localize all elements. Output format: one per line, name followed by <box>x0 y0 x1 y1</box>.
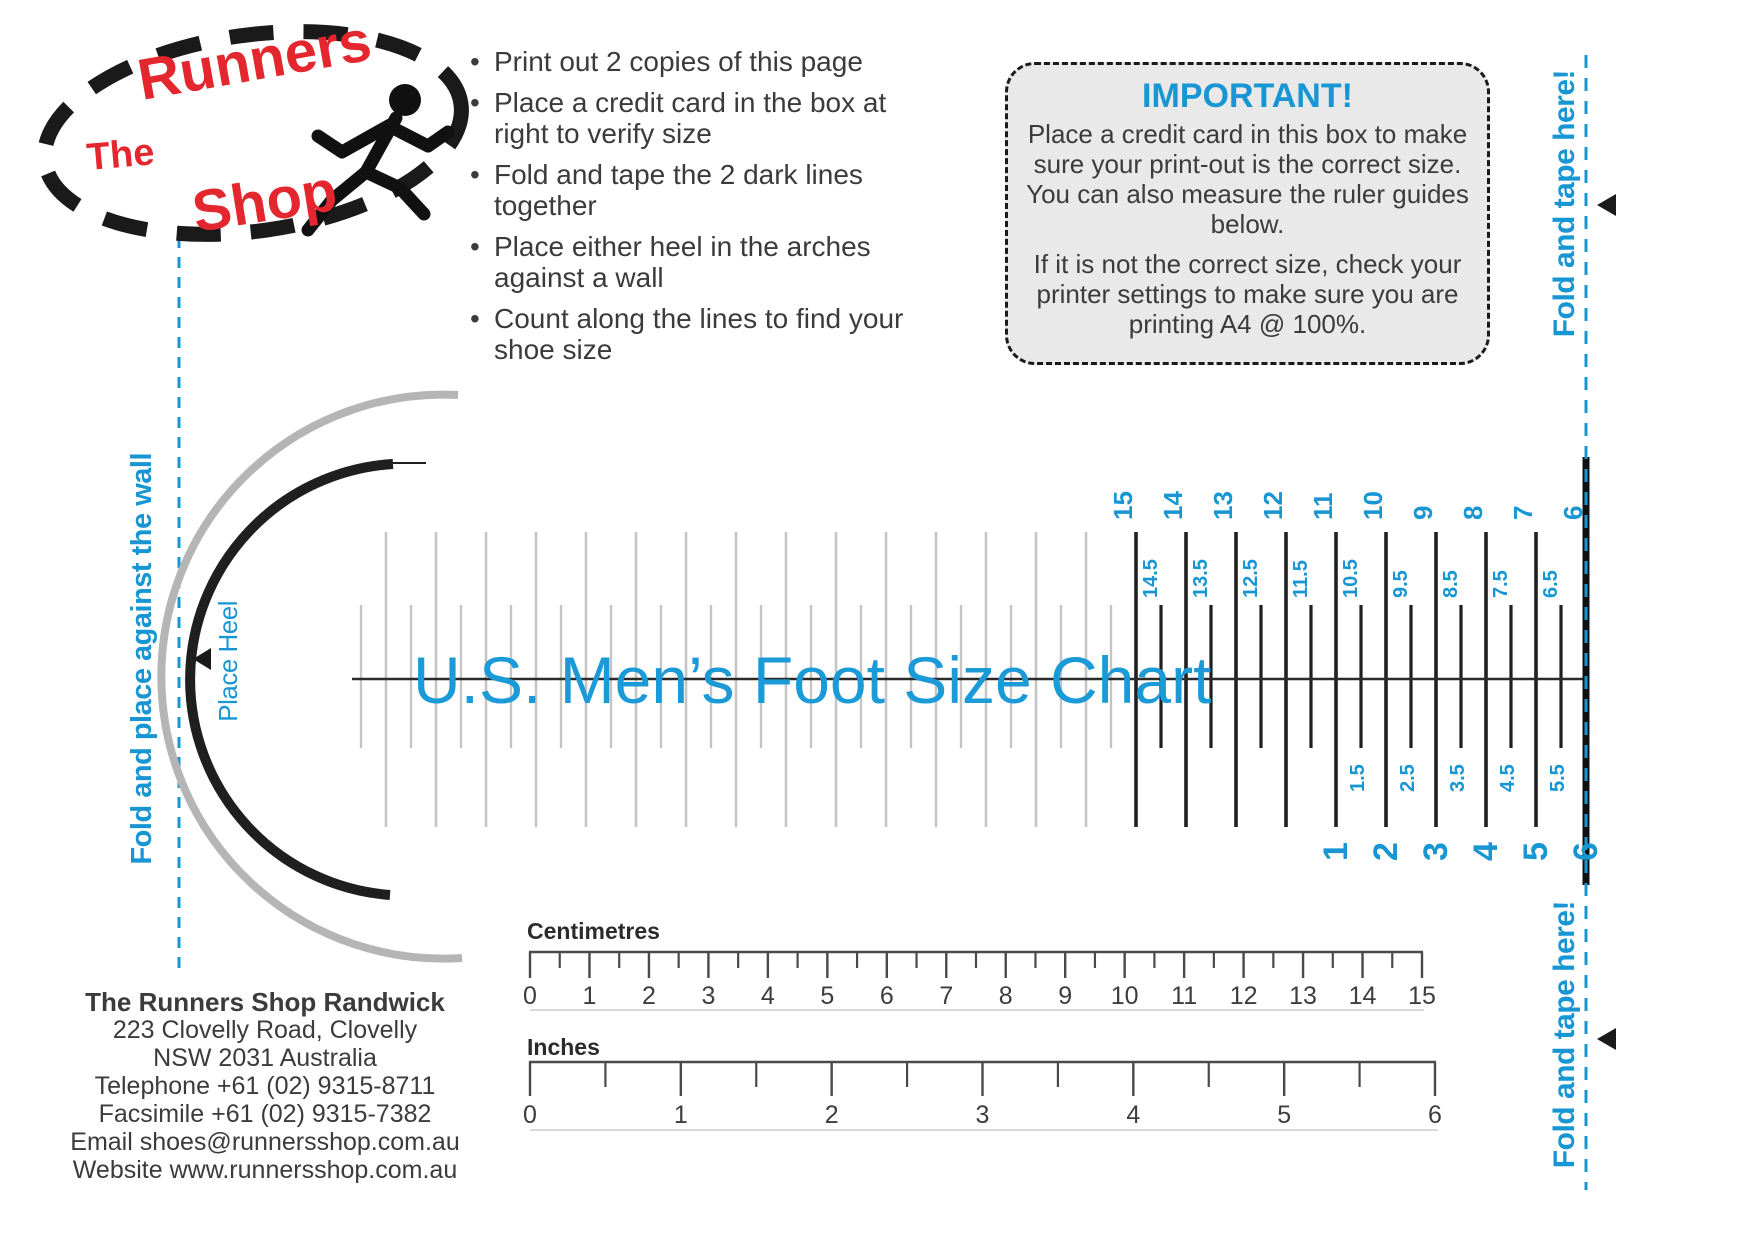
ruler-tick-label: 0 <box>523 1101 537 1129</box>
size-label: 10 <box>1358 491 1388 520</box>
ruler-tick-label: 4 <box>761 982 775 1010</box>
size-label: 13 <box>1208 491 1238 520</box>
size-label: 9.5 <box>1390 570 1412 598</box>
size-labels: 15 14 13 12 11 10 9 8 7 614.5 13.5 12.5 11.5 10.5 9.5 8… <box>1108 491 1605 861</box>
ruler-tick-label: 11 <box>1171 982 1197 1010</box>
shoe-print-outline-icon <box>37 24 469 242</box>
size-label: 12 <box>1258 491 1288 520</box>
instruction-item: Print out 2 copies of this page <box>470 46 940 77</box>
fold-arrow-icon-top <box>1597 194 1616 216</box>
fold-arrow-icon-bottom <box>1597 1028 1616 1050</box>
centimetres-ruler-label: Centimetres <box>527 918 660 944</box>
ruler-tick-label: 8 <box>999 982 1013 1010</box>
ruler-tick-label: 10 <box>1111 982 1139 1010</box>
ruler-tick-label: 13 <box>1289 982 1317 1010</box>
arrows <box>193 194 1616 1050</box>
size-label: 9 <box>1408 506 1438 520</box>
runners-shop-logo: The Runners Shop <box>37 8 469 245</box>
instruction-item: Place either heel in the arches against … <box>470 231 940 293</box>
size-label: 14 <box>1158 491 1188 520</box>
heel-arch-outer <box>157 390 463 963</box>
size-label: 5 <box>1517 842 1555 861</box>
size-label: 1 <box>1317 842 1355 861</box>
ruler-tick-label: 14 <box>1349 982 1377 1010</box>
instruction-item: Count along the lines to find your shoe … <box>470 303 940 365</box>
size-label: 3 <box>1417 842 1455 861</box>
inches-ruler: 0 1 2 3 4 5 6 <box>523 1060 1442 1131</box>
size-label: 10.5 <box>1340 559 1362 598</box>
important-title: IMPORTANT! <box>1142 77 1353 115</box>
ruler-tick-label: 3 <box>976 1101 990 1129</box>
address-line: Website www.runnersshop.com.au <box>72 1156 458 1184</box>
ruler-tick-label: 7 <box>939 982 953 1010</box>
ruler-tick-label: 5 <box>820 982 834 1010</box>
ruler-tick-label: 4 <box>1126 1101 1140 1129</box>
important-paragraph: Place a credit card in this box to make … <box>1026 119 1469 239</box>
size-label: 13.5 <box>1190 559 1212 598</box>
size-label: 6 <box>1558 506 1588 520</box>
ruler-tick-label: 2 <box>642 982 656 1010</box>
important-box: IMPORTANT! Place a credit card in this b… <box>1005 62 1490 365</box>
store-address-block: The Runners Shop Randwick 223 Clovelly R… <box>55 988 475 1184</box>
ruler-tick-label: 6 <box>880 982 894 1010</box>
fold-tape-label-top: Fold and tape here! <box>1548 70 1581 338</box>
place-heel-label: Place Heel <box>213 601 243 722</box>
ruler-tick-label: 9 <box>1058 982 1072 1010</box>
heel-arrow-icon <box>193 648 211 670</box>
running-man-icon <box>301 84 455 237</box>
store-name: The Runners Shop Randwick <box>85 987 445 1017</box>
important-paragraph: If it is not the correct size, check you… <box>1033 249 1462 339</box>
size-label: 4 <box>1467 842 1505 861</box>
address-line: Telephone +61 (02) 9315-8711 <box>94 1072 436 1100</box>
ruler-tick-label: 15 <box>1408 982 1436 1010</box>
size-label: 5.5 <box>1547 764 1569 792</box>
centimetres-ruler: 0 1 2 3 4 5 6 7 8 9 10 11 12 13 14 15 <box>523 950 1436 1011</box>
ruler-tick-label: 1 <box>583 982 597 1010</box>
size-label: 3.5 <box>1447 764 1469 792</box>
heel-arch-inner <box>185 459 394 900</box>
size-label: 2 <box>1367 842 1405 861</box>
size-label: 2.5 <box>1397 764 1419 792</box>
instruction-item: Fold and tape the 2 dark lines together <box>470 159 940 221</box>
size-label: 7 <box>1508 506 1538 520</box>
size-label: 11 <box>1308 493 1338 521</box>
size-label: 15 <box>1108 491 1138 520</box>
address-line: Facsimile +61 (02) 9315-7382 <box>98 1100 432 1128</box>
size-label: 12.5 <box>1240 559 1262 598</box>
size-label: 8 <box>1458 506 1488 520</box>
address-line: NSW 2031 Australia <box>153 1044 377 1072</box>
ruler-tick-label: 12 <box>1230 982 1258 1010</box>
ruler-tick-label: 2 <box>825 1101 839 1129</box>
size-label: 6 <box>1567 842 1605 861</box>
ruler-tick-label: 5 <box>1277 1101 1291 1129</box>
logo-word-shop: Shop <box>188 158 341 245</box>
size-label: 8.5 <box>1440 570 1462 598</box>
logo-word-runners: Runners <box>133 8 376 113</box>
size-lines <box>352 532 1586 827</box>
size-label: 4.5 <box>1497 764 1519 792</box>
logo-word-the: The <box>85 131 156 179</box>
page-title: U.S. Men’s Foot Size Chart <box>413 643 1212 717</box>
ruler-tick-label: 1 <box>674 1101 688 1129</box>
address-line: Email shoes@runnersshop.com.au <box>70 1128 460 1156</box>
ruler-tick-label: 6 <box>1428 1101 1442 1129</box>
fold-tape-label-bottom: Fold and tape here! <box>1548 901 1581 1169</box>
size-label: 7.5 <box>1490 570 1512 598</box>
instruction-item: Place a credit card in the box at right … <box>470 87 940 149</box>
ruler-tick-label: 3 <box>701 982 715 1010</box>
size-label: 14.5 <box>1140 559 1162 598</box>
size-label: 1.5 <box>1347 764 1369 792</box>
size-label: 11.5 <box>1290 560 1312 598</box>
instructions-list: Print out 2 copies of this page Place a … <box>470 46 940 365</box>
heel-arches <box>157 390 463 963</box>
ruler-tick-label: 0 <box>523 982 537 1010</box>
size-label: 6.5 <box>1540 570 1562 598</box>
inches-ruler-label: Inches <box>527 1034 600 1060</box>
fold-against-wall-label: Fold and place against the wall <box>126 453 158 865</box>
address-line: 223 Clovelly Road, Clovelly <box>112 1016 418 1044</box>
